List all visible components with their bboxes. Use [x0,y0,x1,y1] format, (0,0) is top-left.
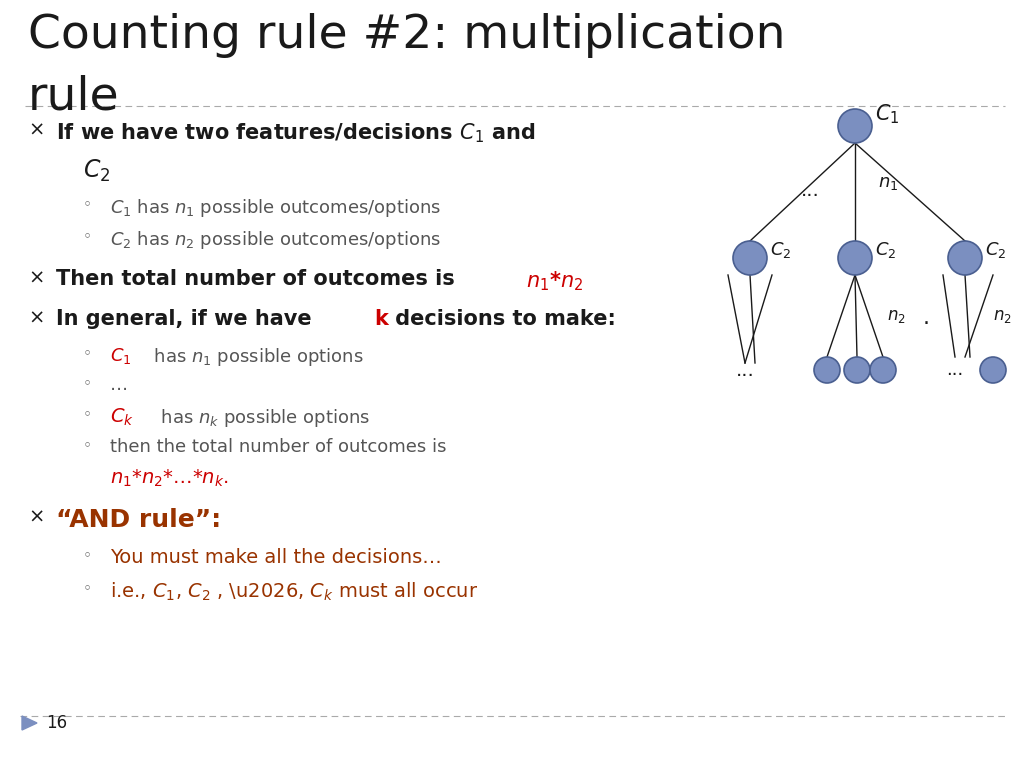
Circle shape [870,357,896,383]
Text: ◦: ◦ [83,346,92,361]
Text: ◦: ◦ [83,581,92,596]
Text: .: . [923,308,930,328]
Circle shape [980,357,1006,383]
Text: k: k [374,309,388,329]
Text: $C_2$: $C_2$ [985,240,1007,260]
Text: $C_1$ has $n_1$ possible outcomes/options: $C_1$ has $n_1$ possible outcomes/option… [110,197,441,219]
Text: $n_1$*$n_2$: $n_1$*$n_2$ [526,269,583,293]
Text: ◦: ◦ [83,229,92,244]
Circle shape [814,357,840,383]
Text: ...: ... [946,361,964,379]
Text: $C_1$: $C_1$ [110,346,131,366]
Text: decisions to make:: decisions to make: [388,309,615,329]
Polygon shape [22,716,37,730]
Text: ×: × [28,508,44,527]
Text: $C_2$ has $n_2$ possible outcomes/options: $C_2$ has $n_2$ possible outcomes/option… [110,229,441,251]
Text: Counting rule #2: multiplication: Counting rule #2: multiplication [28,13,785,58]
Text: $C_2$: $C_2$ [770,240,792,260]
Text: ◦: ◦ [83,438,92,453]
Text: i.e., $C_1$, $C_2$ , \u2026, $C_k$ must all occur: i.e., $C_1$, $C_2$ , \u2026, $C_k$ must … [110,581,478,604]
Circle shape [844,357,870,383]
Circle shape [733,241,767,275]
Text: $n_1$*$n_2$*…*$n_k$.: $n_1$*$n_2$*…*$n_k$. [110,468,229,489]
Text: 16: 16 [46,714,68,732]
Text: $C_2$: $C_2$ [83,158,111,184]
Text: In general, if we have: In general, if we have [56,309,318,329]
Text: …: … [110,376,128,394]
Text: ×: × [28,269,44,288]
Circle shape [838,241,872,275]
Text: $n_2$: $n_2$ [993,307,1012,325]
Text: ◦: ◦ [83,407,92,422]
Text: ×: × [28,121,44,140]
Circle shape [948,241,982,275]
Text: ...: ... [735,360,755,379]
Text: rule: rule [28,75,120,120]
Text: ◦: ◦ [83,376,92,391]
Text: $C_1$: $C_1$ [874,102,899,126]
Text: ◦: ◦ [83,548,92,563]
Text: $n_2$: $n_2$ [887,307,906,325]
Text: $C_2$: $C_2$ [874,240,896,260]
Text: then the total number of outcomes is: then the total number of outcomes is [110,438,446,456]
Text: Then total number of outcomes is: Then total number of outcomes is [56,269,462,289]
Circle shape [838,109,872,143]
Text: $n_1$: $n_1$ [878,174,898,192]
Text: $C_k$: $C_k$ [110,407,134,429]
Text: has $n_1$ possible options: has $n_1$ possible options [148,346,364,368]
Text: If we have two features/decisions $C_1$ and: If we have two features/decisions $C_1$ … [56,121,536,144]
Text: has $n_k$ possible options: has $n_k$ possible options [155,407,370,429]
Text: “AND rule”:: “AND rule”: [56,508,221,532]
Text: ×: × [28,309,44,328]
Text: ...: ... [801,180,819,200]
Text: You must make all the decisions…: You must make all the decisions… [110,548,441,567]
Text: ◦: ◦ [83,197,92,212]
